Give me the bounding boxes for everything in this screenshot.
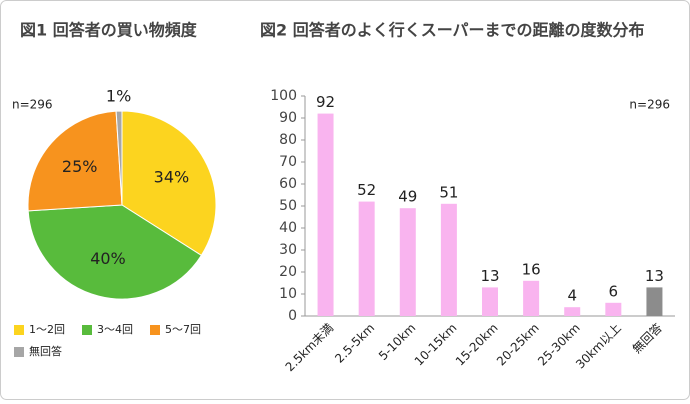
data-label: 4 [567, 287, 577, 305]
y-tick-label: 50 [279, 198, 297, 214]
data-label: 13 [645, 267, 664, 285]
data-label: 6 [609, 282, 619, 300]
data-label: 13 [480, 267, 499, 285]
bar [358, 201, 375, 316]
legend-label: 5～7回 [165, 323, 201, 336]
y-tick-label: 10 [279, 286, 297, 302]
data-label: 25% [62, 157, 98, 176]
data-label: 16 [522, 260, 541, 278]
data-label: 52 [357, 181, 376, 199]
data-label: 34% [154, 167, 190, 186]
bar [399, 208, 416, 316]
pie-slice [27, 204, 203, 300]
chart-title: 図2 回答者のよく行くスーパーまでの距離の度数分布 [260, 21, 645, 40]
bar [317, 113, 334, 316]
legend-swatch [14, 347, 24, 357]
y-tick-label: 40 [279, 220, 297, 236]
legend-label: 1～2回 [29, 323, 65, 336]
legend-swatch [14, 325, 24, 335]
chart-title: 図1 回答者の買い物頻度 [20, 21, 198, 40]
annotation: n=296 [12, 98, 53, 112]
y-tick-label: 90 [279, 110, 297, 126]
bar [605, 302, 622, 316]
y-tick-label: 80 [279, 132, 297, 148]
bar [440, 203, 457, 316]
y-tick-label: 30 [279, 242, 297, 258]
y-tick-label: 100 [270, 88, 297, 104]
y-tick-label: 70 [279, 154, 297, 170]
bar [482, 287, 498, 316]
legend-label: 3～4回 [97, 323, 133, 336]
bar [523, 280, 540, 316]
data-label: 49 [398, 188, 417, 206]
pie-slice [115, 110, 123, 206]
legend-swatch [82, 325, 92, 335]
data-label: 51 [439, 183, 458, 201]
pie-slice [121, 110, 217, 257]
pie-slice [27, 110, 123, 212]
data-label: 92 [316, 93, 335, 111]
data-label: 40% [90, 249, 126, 268]
data-label: 1% [106, 87, 131, 106]
y-tick-label: 0 [288, 308, 297, 324]
bar [646, 287, 663, 316]
y-tick-label: 60 [279, 176, 297, 192]
bar [564, 307, 581, 316]
annotation: n=296 [629, 98, 670, 112]
legend-label: 無回答 [29, 344, 62, 358]
legend-swatch [150, 325, 160, 335]
y-tick-label: 20 [279, 264, 297, 280]
